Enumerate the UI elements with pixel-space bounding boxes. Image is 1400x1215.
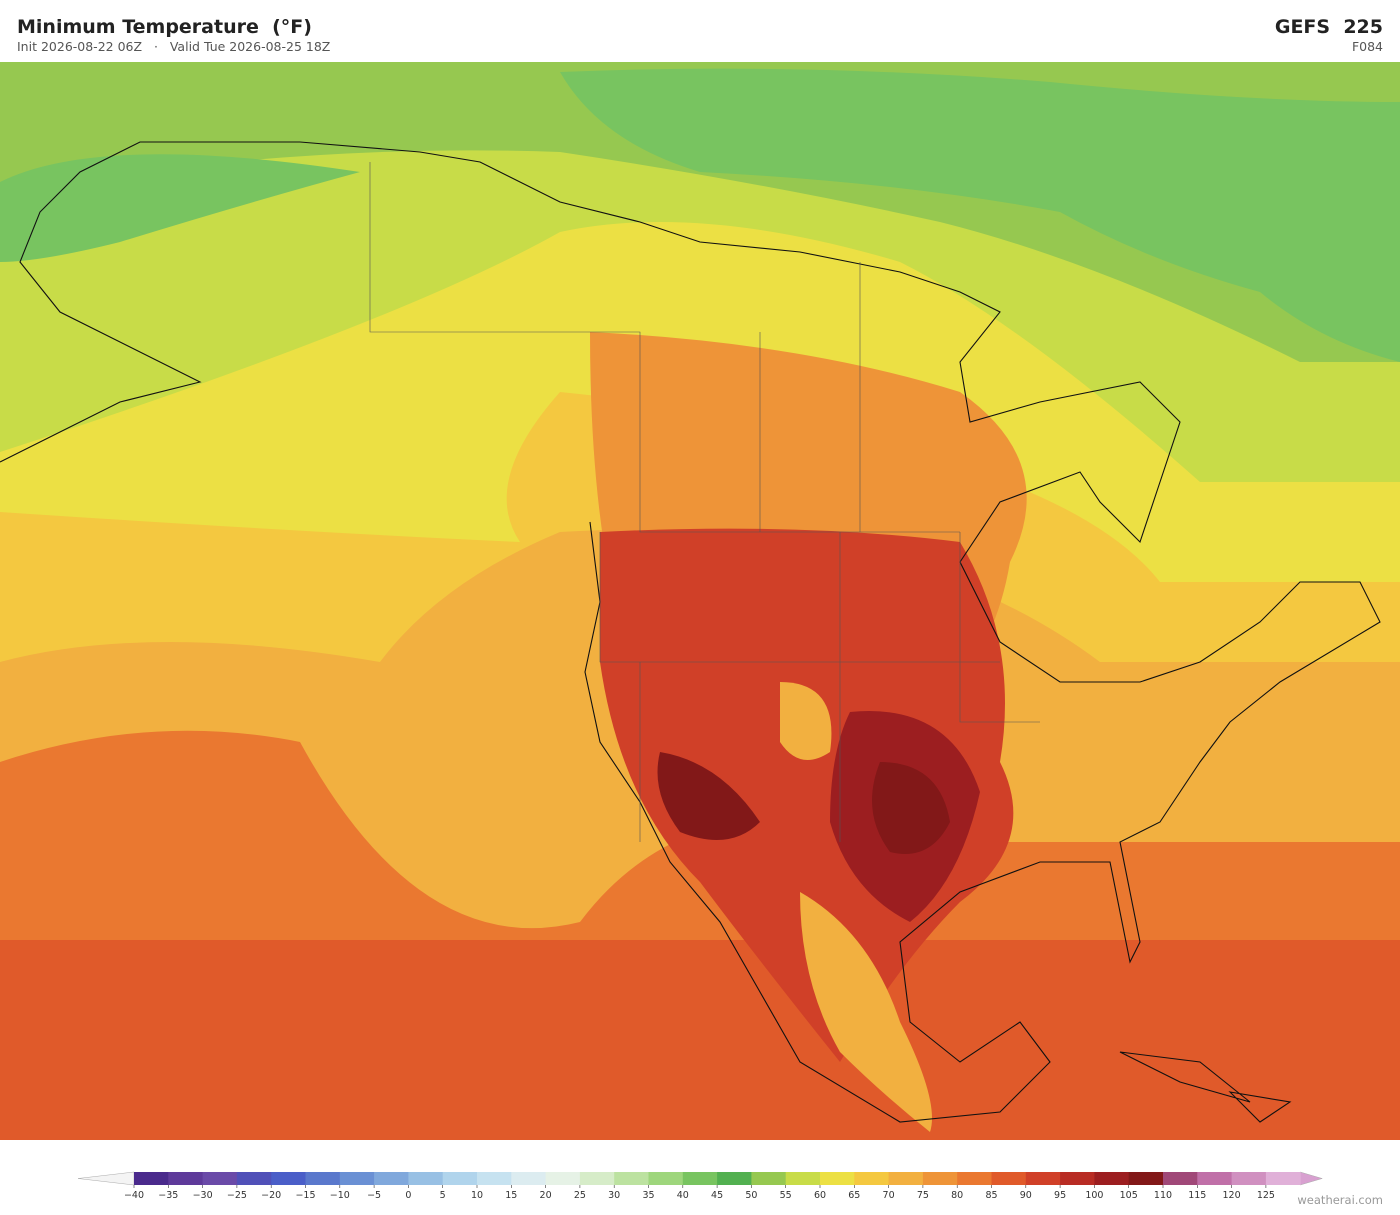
colorbar-bin: [682, 1172, 718, 1185]
colorbar-bin: [305, 1172, 341, 1185]
colorbar-tick-label: −30: [193, 1190, 213, 1201]
colorbar-bin: [957, 1172, 992, 1185]
colorbar-tick-label: −40: [124, 1190, 144, 1201]
map-subtitle: Init 2026-08-22 06Z · Valid Tue 2026-08-…: [17, 39, 331, 54]
colorbar-tick-label: −25: [227, 1190, 247, 1201]
colorbar-tick-label: 65: [848, 1190, 860, 1201]
colorbar-tick-label: 60: [814, 1190, 826, 1201]
colorbar-bin: [134, 1172, 169, 1185]
colorbar-bin: [1060, 1172, 1095, 1185]
colorbar-tick-label: 0: [405, 1190, 411, 1201]
colorbar-bin: [922, 1172, 958, 1185]
colorbar-bin: [648, 1172, 684, 1185]
colorbar-bin: [579, 1172, 615, 1185]
colorbar-bin: [511, 1172, 547, 1185]
colorbar-bin: [820, 1172, 855, 1185]
colorbar-bin: [168, 1172, 204, 1185]
colorbar-bin: [1094, 1172, 1130, 1185]
colorbar-bin: [614, 1172, 649, 1185]
colorbar-bin: [1265, 1172, 1301, 1185]
temp-zone: [560, 68, 1400, 363]
colorbar-tick-label: 90: [1020, 1190, 1032, 1201]
colorbar-tick-label: 35: [642, 1190, 654, 1201]
colorbar-tick-label: 80: [951, 1190, 963, 1201]
colorbar-tick-label: 115: [1188, 1190, 1206, 1201]
colorbar-tick-label: 55: [780, 1190, 792, 1201]
borders: [369, 162, 1040, 842]
colorbar-bin: [717, 1172, 752, 1185]
colorbar-bin: [408, 1172, 444, 1185]
colorbar-bin: [1197, 1172, 1233, 1185]
colorbar-tick-label: −35: [158, 1190, 178, 1201]
colorbar-tick-label: 40: [677, 1190, 689, 1201]
colorbar-tick-label: 120: [1223, 1190, 1241, 1201]
colorbar-tick-label: 75: [917, 1190, 929, 1201]
colorbar-bin: [991, 1172, 1027, 1185]
map-title: Minimum Temperature (°F): [17, 16, 312, 38]
colorbar-bin: [271, 1172, 306, 1185]
colorbar-bin: [888, 1172, 924, 1185]
colorbar-tick-label: 45: [711, 1190, 723, 1201]
colorbar-tick-label: 110: [1154, 1190, 1172, 1201]
temp-zone: [657, 752, 760, 840]
colorbar-bin: [374, 1172, 409, 1185]
temp-zone: [0, 154, 360, 262]
colorbar-tick-label: 10: [471, 1190, 483, 1201]
colorbar-bin: [236, 1172, 272, 1185]
colorbar-tick-label: 100: [1085, 1190, 1103, 1201]
colorbar-bin: [202, 1172, 238, 1185]
colorbar-bin: [477, 1172, 512, 1185]
colorbar-bin: [339, 1172, 375, 1185]
colorbar-tick-label: −15: [295, 1190, 315, 1201]
colorbar-tick-label: −5: [367, 1190, 381, 1201]
colorbar-bin: [854, 1172, 890, 1185]
colorbar-tick-label: 20: [540, 1190, 552, 1201]
forecast-hour: F084: [1351, 39, 1383, 54]
temp-zone: [780, 682, 832, 760]
coastline: [0, 141, 1381, 1123]
colorbar-tick-label: 30: [608, 1190, 620, 1201]
colorbar-tick-label: 25: [574, 1190, 586, 1201]
colorbar-bin: [1163, 1172, 1198, 1185]
map: [0, 62, 1400, 1140]
colorbar-tick-label: 95: [1054, 1190, 1066, 1201]
colorbar-under: [77, 1171, 135, 1186]
colorbar-tick-label: 50: [745, 1190, 757, 1201]
colorbar-tick-label: 85: [985, 1190, 997, 1201]
colorbar-bin: [1025, 1172, 1061, 1185]
colorbar-tick-label: 125: [1257, 1190, 1275, 1201]
colorbar-bin: [1128, 1172, 1164, 1185]
temp-zone: [872, 762, 950, 854]
colorbar-bin: [545, 1172, 581, 1185]
colorbar-bin: [751, 1172, 787, 1185]
colorbar-tick-label: 5: [440, 1190, 446, 1201]
colorbar-tick-label: 70: [883, 1190, 895, 1201]
colorbar-tick-label: 15: [505, 1190, 517, 1201]
colorbar-bin: [1231, 1172, 1267, 1185]
colorbar-bin: [442, 1172, 478, 1185]
colorbar-bin: [785, 1172, 821, 1185]
colorbar: −40 −35 −30 −25 −20 −15 −10 −5 0 5 10 15 20 25 30 35 40 4…: [77, 1171, 1324, 1201]
colorbar-over: [1299, 1171, 1324, 1186]
credit: weatherai.com: [1297, 1193, 1383, 1207]
colorbar-tick-label: −20: [261, 1190, 281, 1201]
colorbar-tick-label: 105: [1120, 1190, 1138, 1201]
temp-zone: [800, 892, 932, 1132]
model-label: GEFS 225: [1274, 16, 1383, 38]
colorbar-tick-label: −10: [330, 1190, 350, 1201]
